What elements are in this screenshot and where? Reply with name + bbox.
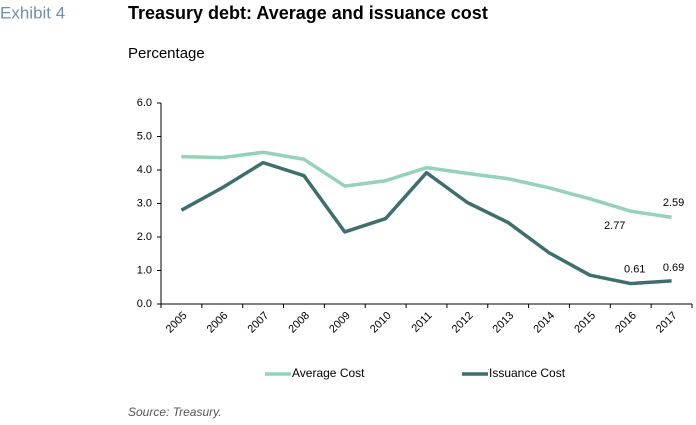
y-tick-label: 3.0 <box>137 197 152 209</box>
x-tick-label: 2015 <box>572 310 598 336</box>
legend-label: Average Cost <box>292 366 365 380</box>
x-tick-label: 2007 <box>245 310 271 336</box>
y-tick-label: 2.0 <box>137 231 152 243</box>
x-tick-label: 2014 <box>531 310 557 336</box>
y-tick-label: 1.0 <box>137 264 152 276</box>
x-tick-label: 2006 <box>205 310 231 336</box>
x-tick-label: 2012 <box>450 310 476 336</box>
exhibit-label: Exhibit 4 <box>0 3 65 22</box>
series-line <box>180 160 672 286</box>
y-tick-label: 0.0 <box>137 298 152 310</box>
x-tick-label: 2005 <box>164 310 190 336</box>
data-label: 2.59 <box>663 197 684 209</box>
y-tick-label: 4.0 <box>137 164 152 176</box>
x-tick-label: 2013 <box>491 310 517 336</box>
x-tick-label: 2010 <box>368 310 394 336</box>
x-tick-label: 2016 <box>613 310 639 336</box>
data-label: 0.61 <box>624 263 645 275</box>
y-tick-label: 5.0 <box>137 130 152 142</box>
series-line <box>181 150 672 219</box>
x-tick-label: 2017 <box>654 310 680 336</box>
y-tick-label: 6.0 <box>137 97 152 109</box>
x-tick-label: 2011 <box>409 310 434 335</box>
chart-title: Treasury debt: Average and issuance cost <box>128 3 488 23</box>
data-label: 0.69 <box>663 262 684 274</box>
legend-label: Issuance Cost <box>489 366 566 380</box>
source-note: Source: Treasury. <box>128 405 222 419</box>
x-tick-label: 2008 <box>286 310 312 336</box>
data-label: 2.77 <box>604 220 625 232</box>
chart-subtitle: Percentage <box>128 45 205 62</box>
x-tick-label: 2009 <box>327 310 353 336</box>
